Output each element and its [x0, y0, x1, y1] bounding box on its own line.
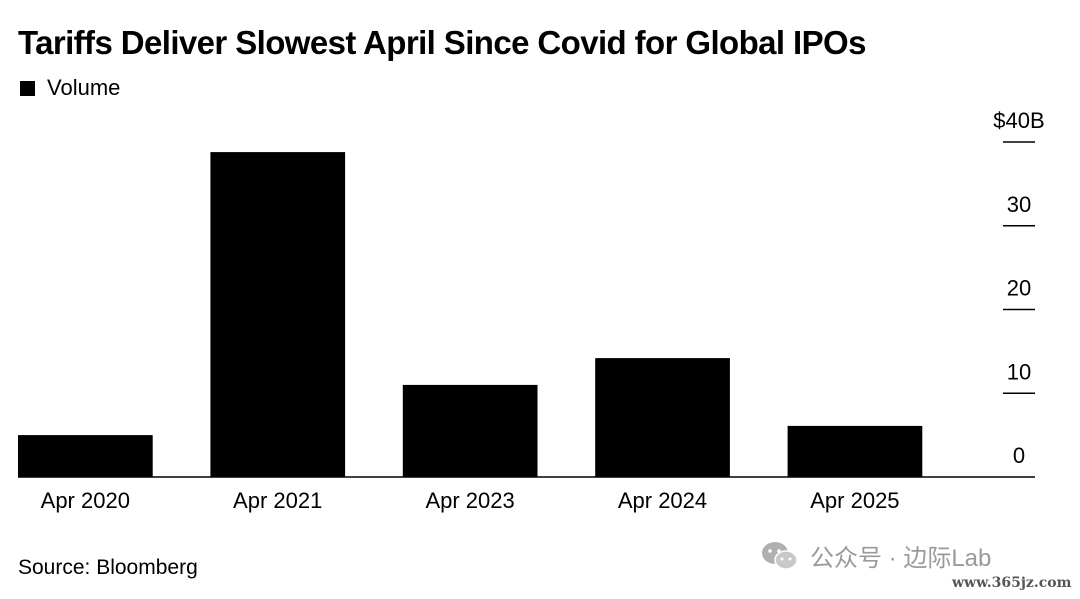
bar-apr-2024: [595, 358, 730, 477]
y-tick-label: 30: [1007, 192, 1031, 217]
y-axis: 0 10 20 30 $40B: [993, 108, 1044, 468]
legend-swatch: [20, 80, 35, 96]
legend-label: Volume: [47, 75, 121, 100]
legend: Volume: [20, 75, 120, 101]
x-tick-label: Apr 2020: [41, 488, 130, 513]
y-tick-label: 10: [1007, 359, 1031, 384]
wechat-icon: [762, 541, 798, 570]
y-tick-label: 0: [1013, 443, 1025, 468]
x-tick-label: Apr 2024: [618, 488, 707, 513]
x-axis: Apr 2020 Apr 2021 Apr 2023 Apr 2024 Apr 2025: [41, 488, 900, 513]
bar-apr-2021: [210, 152, 346, 477]
x-tick-label: Apr 2025: [810, 488, 899, 513]
bar-apr-2023: [402, 384, 538, 477]
watermark-text: 公众号 · 边际Lab: [810, 545, 992, 572]
y-tick-label: 20: [1007, 276, 1031, 301]
chart-title: Tariffs Deliver Slowest April Since Covi…: [18, 24, 866, 61]
y-tick-label: $40B: [993, 108, 1044, 133]
source-note: Source: Bloomberg: [18, 556, 198, 579]
watermark-url: www.365jz.com: [952, 575, 1072, 591]
bars-group: [18, 152, 923, 477]
bar-apr-2020: [18, 435, 153, 477]
x-tick-label: Apr 2023: [425, 488, 514, 513]
watermark: 公众号 · 边际Lab: [760, 538, 991, 573]
bar-apr-2025: [787, 425, 923, 477]
x-tick-label: Apr 2021: [233, 488, 322, 513]
